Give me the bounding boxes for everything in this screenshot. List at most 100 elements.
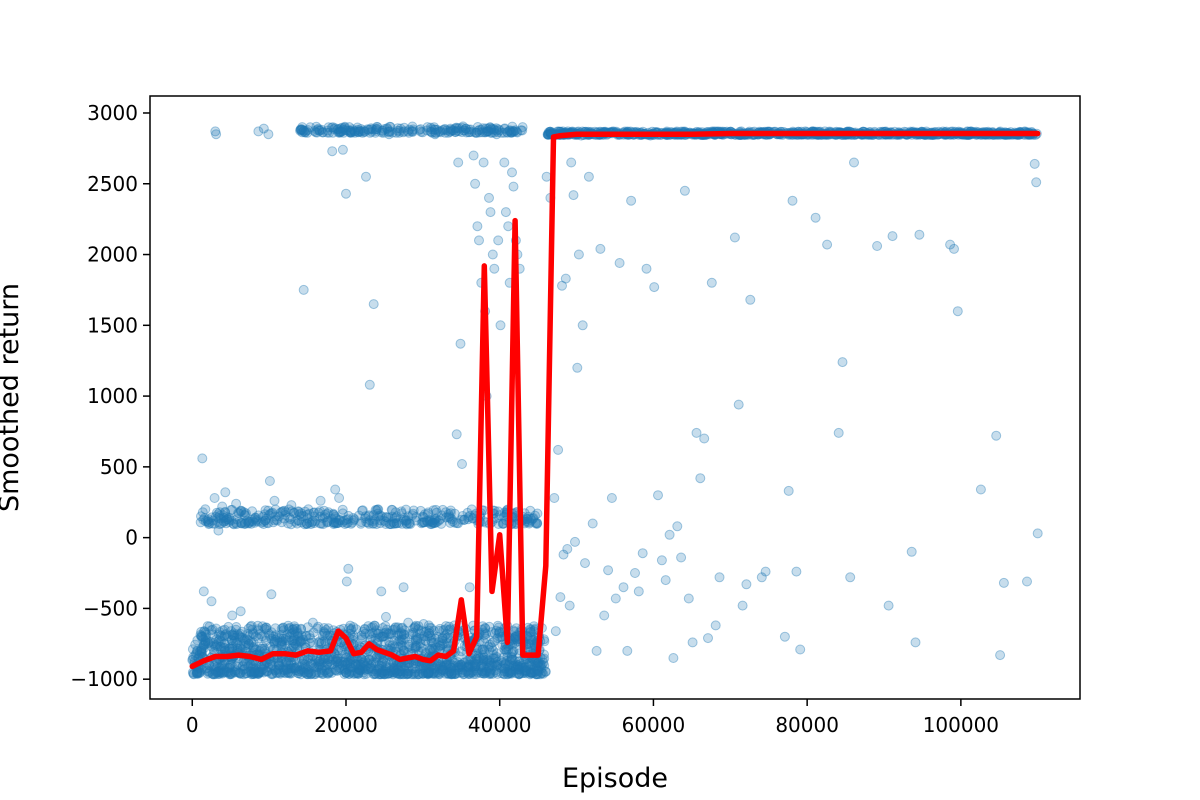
scatter-point xyxy=(451,429,462,440)
plot-frame xyxy=(149,95,1081,700)
scatter-point xyxy=(441,660,452,671)
scatter-point xyxy=(392,668,403,679)
scatter-point xyxy=(514,668,525,679)
scatter-point xyxy=(660,575,671,586)
scatter-point xyxy=(656,555,667,566)
scatter-point xyxy=(837,357,848,368)
scatter-point xyxy=(473,656,484,667)
scatter-point xyxy=(810,212,821,223)
scatter-point xyxy=(276,667,287,678)
scatter-point xyxy=(502,651,513,662)
scatter-point xyxy=(699,433,710,444)
scatter-point xyxy=(272,632,283,643)
scatter-point xyxy=(526,515,537,526)
scatter-point xyxy=(441,621,451,632)
scatter-point xyxy=(332,665,343,676)
scatter-point xyxy=(297,658,308,669)
scatter-point xyxy=(470,661,481,672)
scatter-point xyxy=(313,621,324,632)
scatter-point xyxy=(883,600,894,611)
scatter-point xyxy=(506,651,517,662)
scatter-point xyxy=(313,659,323,669)
scatter-point xyxy=(215,667,226,678)
scatter-point xyxy=(366,632,377,643)
scatter-point xyxy=(273,658,284,668)
scatter-point xyxy=(337,645,347,656)
scatter-point xyxy=(266,669,277,680)
scatter-point xyxy=(334,493,345,503)
scatter-point xyxy=(261,622,272,633)
scatter-point xyxy=(510,663,521,674)
scatter-point xyxy=(224,512,235,523)
scatter-point xyxy=(365,663,376,674)
scatter-point xyxy=(300,631,311,642)
scatter-point xyxy=(463,659,474,670)
scatter-point xyxy=(498,652,509,663)
scatter-point xyxy=(591,645,602,656)
scatter-point xyxy=(477,650,488,660)
scatter-point xyxy=(230,667,241,678)
scatter-point xyxy=(194,650,205,661)
scatter-point xyxy=(254,646,265,656)
scatter-point xyxy=(295,669,306,680)
scatter-point xyxy=(224,643,235,654)
scatter-point xyxy=(370,669,381,679)
scatter-point xyxy=(354,665,365,676)
scatter-point xyxy=(239,634,250,645)
scatter-point xyxy=(194,667,205,678)
scatter-point xyxy=(384,640,395,651)
y-tick-label: 2500 xyxy=(87,172,138,196)
scatter-point xyxy=(240,658,251,669)
scatter-point xyxy=(438,625,449,636)
y-tick-label: 2000 xyxy=(87,243,138,267)
scatter-point xyxy=(214,667,225,678)
scatter-point xyxy=(216,659,227,670)
scatter-point xyxy=(291,640,302,651)
scatter-point xyxy=(887,231,898,242)
scatter-point xyxy=(489,263,500,274)
scatter-point xyxy=(470,178,481,189)
scatter-point xyxy=(384,666,395,677)
scatter-point xyxy=(488,645,499,656)
scatter-point xyxy=(423,628,434,639)
smoothed-line-series xyxy=(189,130,1041,670)
scatter-point xyxy=(288,635,299,646)
scatter-point xyxy=(206,596,217,607)
scatter-point xyxy=(243,661,254,672)
scatter-point xyxy=(246,666,257,677)
scatter-point xyxy=(422,631,433,642)
scatter-point xyxy=(223,662,234,673)
scatter-point xyxy=(453,664,464,675)
scatter-point xyxy=(227,610,238,621)
scatter-point xyxy=(389,662,399,673)
scatter-point xyxy=(273,657,284,668)
scatter-point xyxy=(342,659,353,670)
scatter-point xyxy=(514,656,525,667)
scatter-point xyxy=(519,668,530,678)
scatter-point xyxy=(489,653,499,664)
scatter-point xyxy=(312,653,322,664)
scatter-point xyxy=(247,628,258,639)
scatter-point xyxy=(436,665,446,676)
scatter-point xyxy=(199,626,210,637)
scatter-point xyxy=(308,658,319,669)
scatter-point xyxy=(317,662,328,672)
x-tick-label: 40000 xyxy=(468,713,532,737)
y-tick-label: 0 xyxy=(125,526,138,550)
scatter-point xyxy=(200,636,211,647)
scatter-point xyxy=(214,668,225,679)
scatter-point xyxy=(371,666,382,677)
scatter-point xyxy=(521,665,532,675)
scatter-point xyxy=(256,666,267,677)
scatter-point xyxy=(526,658,537,669)
scatter-point xyxy=(683,593,694,604)
scatter-point xyxy=(331,654,341,665)
scatter-point xyxy=(487,249,498,260)
scatter-point xyxy=(312,623,323,634)
scatter-point xyxy=(510,664,521,675)
scatter-point xyxy=(427,668,438,679)
scatter-point xyxy=(504,665,515,676)
scatter-point xyxy=(392,664,403,675)
scatter-point xyxy=(507,167,517,178)
scatter-point xyxy=(290,638,301,649)
